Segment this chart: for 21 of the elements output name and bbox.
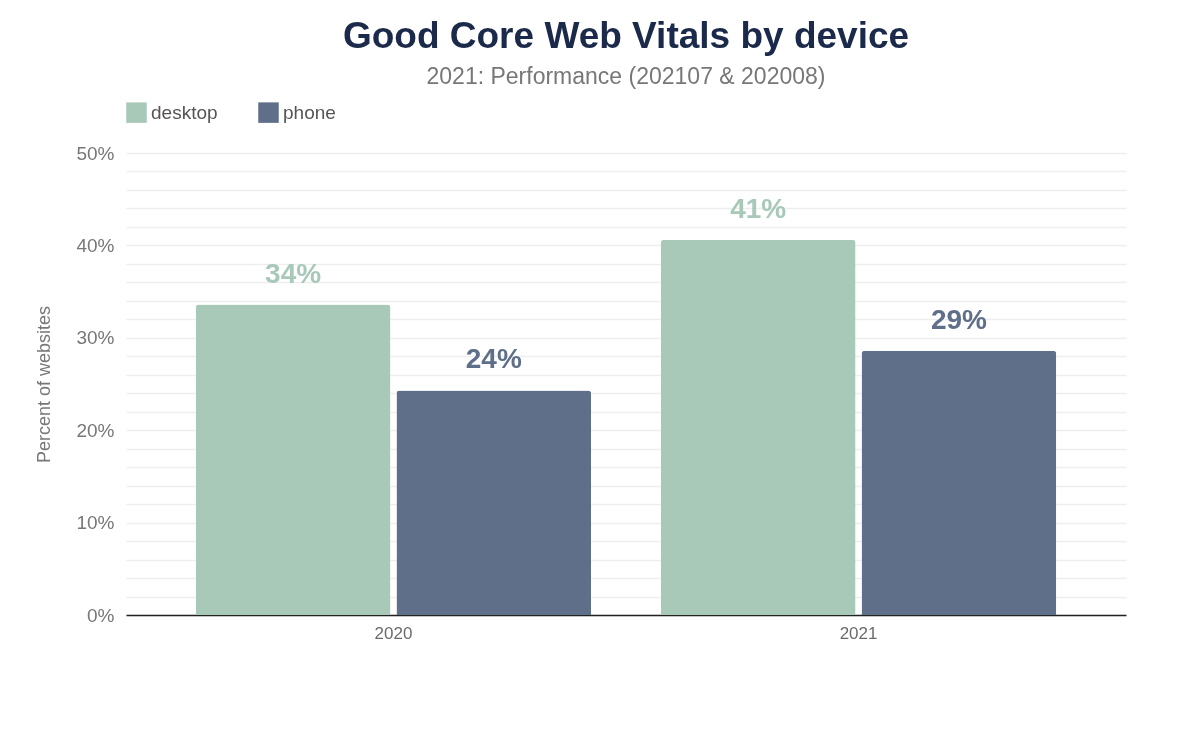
bar [660, 239, 856, 615]
y-tick-label: 0% [87, 604, 115, 626]
bar [195, 304, 391, 615]
legend-label: desktop [151, 101, 218, 123]
y-tick-label: 20% [76, 419, 115, 441]
y-tick-label: 10% [76, 512, 115, 534]
chart-subtitle: 2021: Performance (202107 & 202008) [426, 63, 826, 89]
data-label: 29% [930, 303, 988, 335]
y-tick-label: 40% [76, 234, 115, 256]
legend-label: phone [283, 101, 336, 123]
y-axis-title: Percent of websites [34, 305, 55, 464]
bar [861, 350, 1057, 615]
data-label: 24% [465, 343, 522, 375]
data-label: 41% [730, 192, 787, 224]
y-tick-label: 30% [76, 327, 115, 349]
chart-title: Good Core Web Vitals by device [342, 15, 910, 56]
data-label: 34% [265, 257, 322, 289]
bar [396, 390, 592, 615]
x-tick-label: 2021 [839, 623, 878, 643]
y-tick-label: 50% [76, 142, 115, 164]
x-tick-label: 2020 [374, 623, 413, 643]
